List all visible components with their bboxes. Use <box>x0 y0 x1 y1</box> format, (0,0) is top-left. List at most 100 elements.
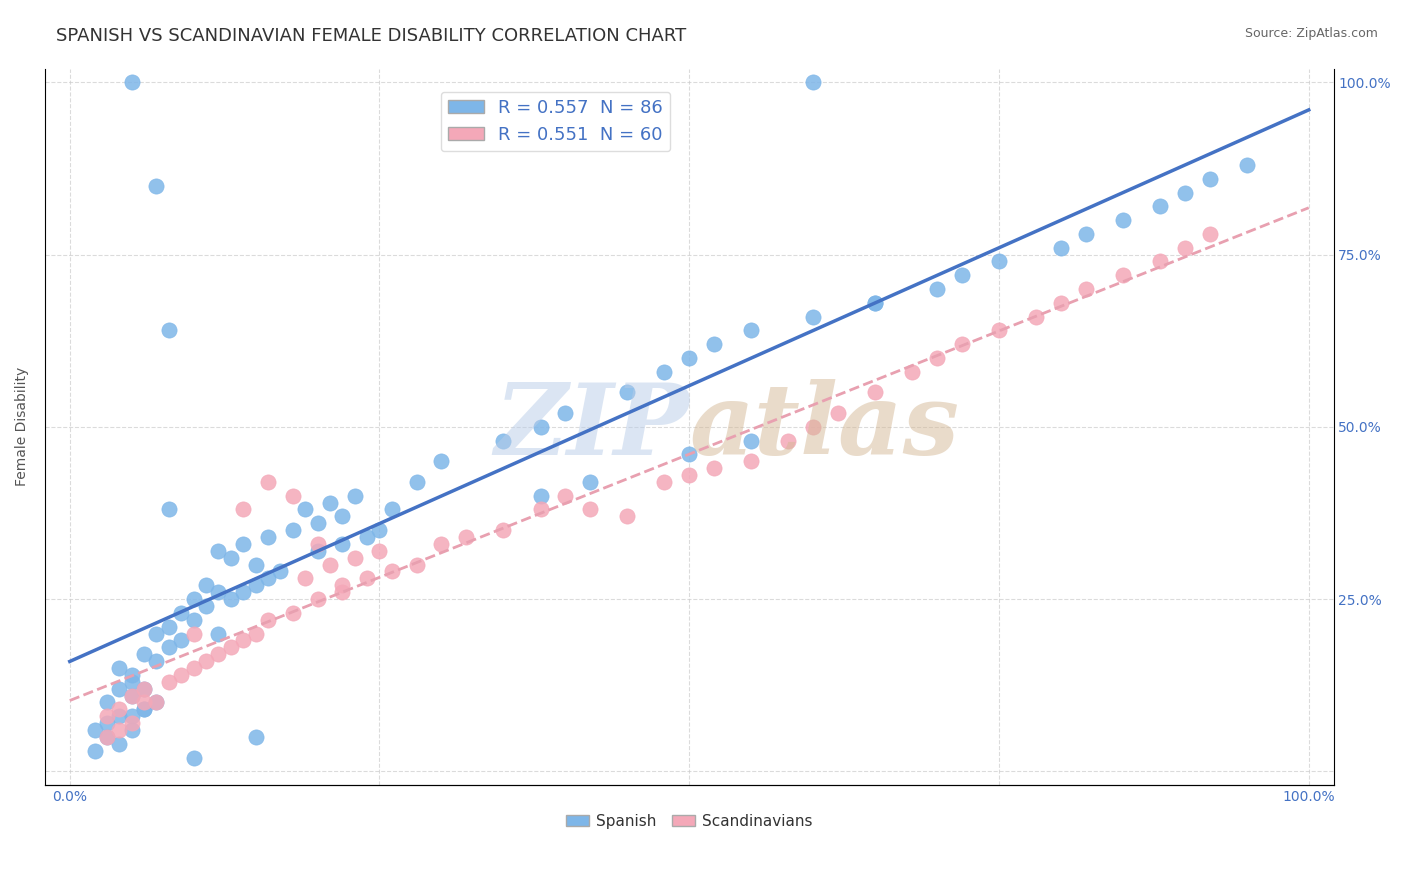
Point <box>405 558 427 572</box>
Point <box>1074 227 1097 241</box>
Point <box>108 661 131 675</box>
Text: Source: ZipAtlas.com: Source: ZipAtlas.com <box>1244 27 1378 40</box>
Point <box>121 689 143 703</box>
Point <box>294 571 316 585</box>
Point <box>1112 268 1135 283</box>
Point <box>96 716 118 731</box>
Point <box>145 654 167 668</box>
Point <box>1025 310 1047 324</box>
Point <box>430 454 453 468</box>
Point <box>132 695 155 709</box>
Point <box>1149 254 1171 268</box>
Point <box>83 744 105 758</box>
Point <box>319 495 342 509</box>
Point <box>925 282 948 296</box>
Point <box>1112 213 1135 227</box>
Point <box>703 461 725 475</box>
Point <box>157 674 180 689</box>
Point <box>157 619 180 633</box>
Point <box>245 730 267 744</box>
Point <box>1050 241 1073 255</box>
Point <box>257 530 280 544</box>
Point <box>863 295 886 310</box>
Point <box>863 385 886 400</box>
Point <box>257 475 280 489</box>
Point <box>96 709 118 723</box>
Point <box>381 502 404 516</box>
Point <box>108 702 131 716</box>
Point <box>801 419 824 434</box>
Point <box>219 640 242 655</box>
Point <box>492 434 515 448</box>
Point <box>950 268 973 283</box>
Point <box>145 178 167 193</box>
Point <box>281 606 304 620</box>
Point <box>678 468 700 483</box>
Point <box>492 523 515 537</box>
Point <box>988 254 1011 268</box>
Point <box>245 626 267 640</box>
Point <box>121 709 143 723</box>
Point <box>183 661 205 675</box>
Point <box>195 654 218 668</box>
Point <box>678 351 700 365</box>
Text: SPANISH VS SCANDINAVIAN FEMALE DISABILITY CORRELATION CHART: SPANISH VS SCANDINAVIAN FEMALE DISABILIT… <box>56 27 686 45</box>
Text: ZIP: ZIP <box>495 378 689 475</box>
Point <box>616 509 638 524</box>
Point <box>232 502 254 516</box>
Point <box>294 502 316 516</box>
Point <box>405 475 427 489</box>
Point <box>183 613 205 627</box>
Point <box>207 626 229 640</box>
Point <box>703 337 725 351</box>
Point <box>307 537 329 551</box>
Point <box>579 502 602 516</box>
Point <box>195 578 218 592</box>
Point <box>827 406 849 420</box>
Point <box>132 681 155 696</box>
Point <box>901 365 924 379</box>
Point <box>529 489 551 503</box>
Point <box>257 613 280 627</box>
Point <box>368 523 391 537</box>
Point <box>925 351 948 365</box>
Point <box>183 592 205 607</box>
Point <box>183 750 205 764</box>
Point <box>269 565 291 579</box>
Point <box>170 606 193 620</box>
Point <box>132 681 155 696</box>
Point <box>740 434 762 448</box>
Legend: Spanish, Scandinavians: Spanish, Scandinavians <box>560 807 818 835</box>
Point <box>108 681 131 696</box>
Point <box>121 668 143 682</box>
Y-axis label: Female Disability: Female Disability <box>15 368 30 486</box>
Point <box>245 578 267 592</box>
Point <box>145 695 167 709</box>
Point <box>1198 171 1220 186</box>
Point <box>778 434 800 448</box>
Point <box>157 640 180 655</box>
Point <box>330 578 353 592</box>
Point <box>801 310 824 324</box>
Point <box>232 633 254 648</box>
Point <box>1050 295 1073 310</box>
Point <box>157 502 180 516</box>
Point <box>281 489 304 503</box>
Point <box>245 558 267 572</box>
Point <box>863 295 886 310</box>
Point <box>157 323 180 337</box>
Point <box>654 365 676 379</box>
Point <box>554 406 576 420</box>
Point <box>456 530 478 544</box>
Point <box>207 585 229 599</box>
Point <box>430 537 453 551</box>
Point <box>356 530 378 544</box>
Point <box>132 702 155 716</box>
Point <box>96 730 118 744</box>
Point <box>195 599 218 613</box>
Point <box>281 523 304 537</box>
Point <box>1149 199 1171 213</box>
Point <box>307 592 329 607</box>
Text: atlas: atlas <box>689 378 959 475</box>
Point <box>330 537 353 551</box>
